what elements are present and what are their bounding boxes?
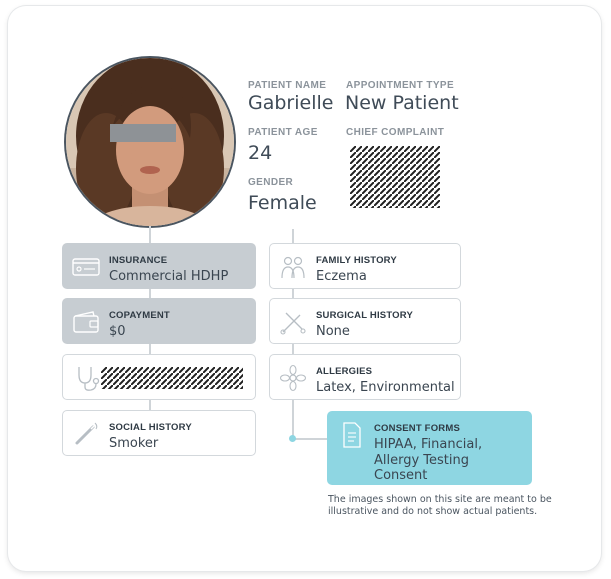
appointment-type-label: APPOINTMENT TYPE <box>346 80 455 91</box>
family-history-value: Eczema <box>316 269 367 284</box>
consent-forms-value: HIPAA, Financial, Allergy Testing Consen… <box>374 437 483 483</box>
connector-dot <box>289 435 296 442</box>
stethoscope-icon <box>78 367 100 391</box>
allergies-title: ALLERGIES <box>316 366 373 377</box>
copayment-title: COPAYMENT <box>109 310 170 321</box>
pollen-flower-icon <box>279 364 307 392</box>
social-history-title: SOCIAL HISTORY <box>109 422 192 433</box>
cigarette-icon <box>75 422 98 445</box>
copayment-value: $0 <box>109 324 126 339</box>
wallet-icon <box>73 311 99 333</box>
redacted-card[interactable] <box>62 354 256 400</box>
social-history-card[interactable]: SOCIAL HISTORY Smoker <box>62 410 256 456</box>
family-icon <box>281 256 305 279</box>
allergies-value: Latex, Environmental <box>316 380 455 395</box>
connector-consent <box>292 438 328 440</box>
social-history-value: Smoker <box>109 436 159 451</box>
insurance-card-icon <box>72 258 100 276</box>
consent-forms-title: CONSENT FORMS <box>374 423 460 434</box>
disclaimer-note: The images shown on this site are meant … <box>328 494 552 517</box>
insurance-title: INSURANCE <box>109 255 168 266</box>
gender-label: GENDER <box>248 177 294 188</box>
surgical-history-title: SURGICAL HISTORY <box>316 310 413 321</box>
patient-name-label: PATIENT NAME <box>248 80 327 91</box>
patient-name-value: Gabrielle <box>248 92 334 114</box>
patient-avatar <box>66 58 234 226</box>
allergies-card[interactable]: ALLERGIES Latex, Environmental <box>269 354 461 400</box>
chief-complaint-redacted <box>350 146 440 208</box>
family-history-card[interactable]: FAMILY HISTORY Eczema <box>269 243 461 289</box>
appointment-type-value: New Patient <box>345 92 459 114</box>
copayment-card[interactable]: COPAYMENT $0 <box>62 298 256 344</box>
consent-forms-card[interactable]: CONSENT FORMS HIPAA, Financial, Allergy … <box>327 411 532 485</box>
chief-complaint-label: CHIEF COMPLAINT <box>346 127 445 138</box>
insurance-card[interactable]: INSURANCE Commercial HDHP <box>62 243 256 289</box>
surgical-history-card[interactable]: SURGICAL HISTORY None <box>269 298 461 344</box>
insurance-value: Commercial HDHP <box>109 269 229 284</box>
family-history-title: FAMILY HISTORY <box>316 255 397 266</box>
document-icon <box>343 422 361 448</box>
gender-value: Female <box>248 192 317 214</box>
redacted-value <box>101 367 243 389</box>
patient-age-value: 24 <box>248 142 273 164</box>
patient-age-label: PATIENT AGE <box>248 127 318 138</box>
surgical-tools-icon <box>280 312 306 335</box>
surgical-history-value: None <box>316 324 350 339</box>
